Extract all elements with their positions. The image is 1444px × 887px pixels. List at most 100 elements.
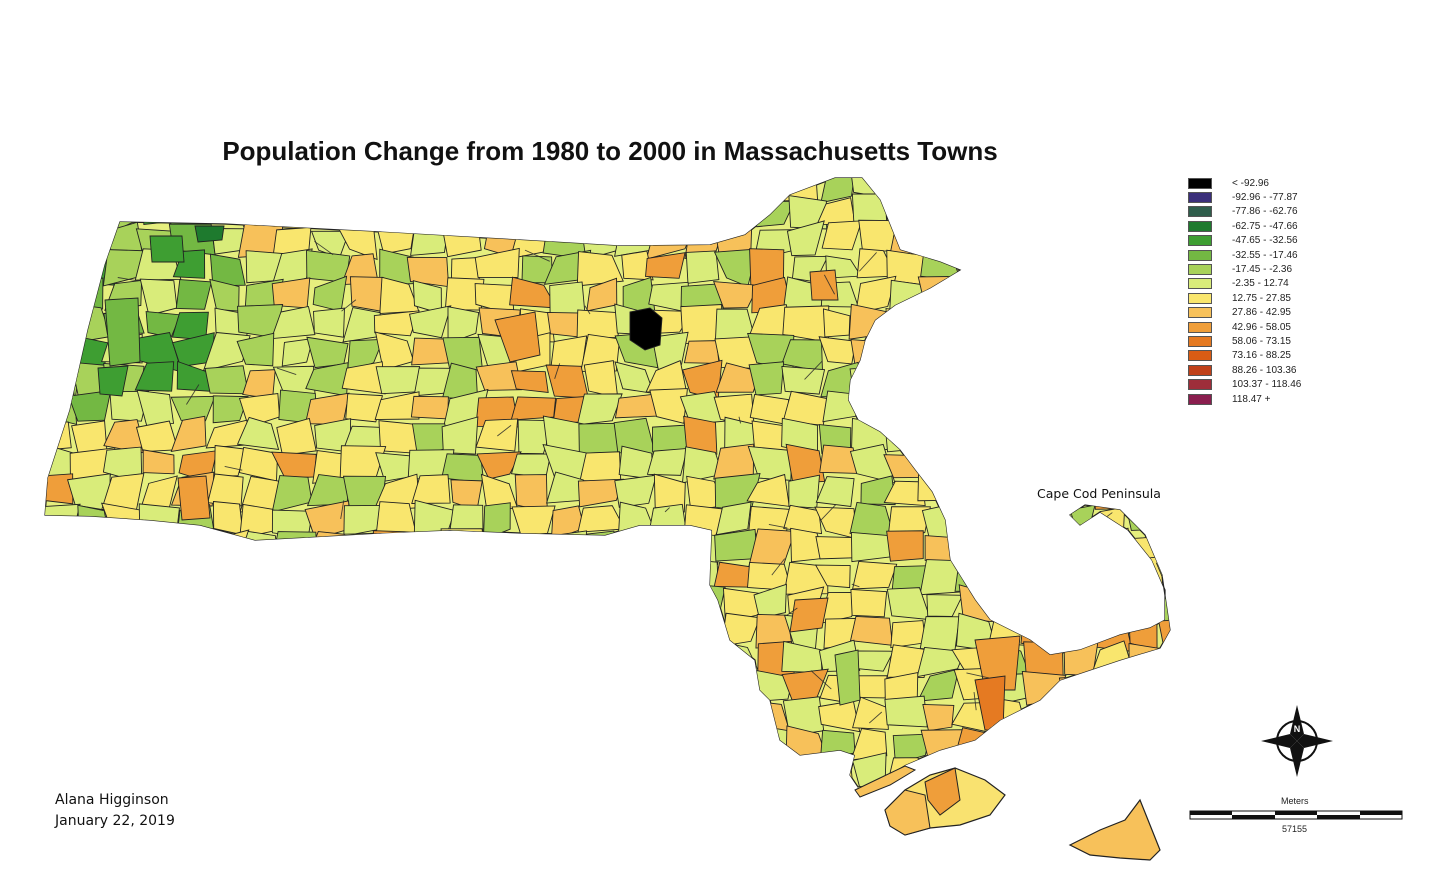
- town-polygon: [203, 529, 250, 566]
- town-polygon: [276, 417, 317, 456]
- scale-value: 57155: [1282, 824, 1308, 834]
- boundary-line: [340, 500, 345, 520]
- town-green: [104, 297, 141, 367]
- town-polygon: [104, 669, 148, 705]
- town-polygon: [408, 178, 454, 196]
- town-polygon: [440, 562, 481, 594]
- town-polygon: [204, 725, 252, 760]
- town-polygon: [270, 305, 316, 340]
- town-polygon: [748, 361, 785, 396]
- town-polygon: [274, 701, 316, 735]
- town-polygon: [989, 450, 1033, 484]
- town-polygon: [509, 535, 549, 567]
- town-polygon: [1020, 562, 1060, 588]
- boundary-line: [966, 672, 990, 679]
- town-polygon: [986, 247, 1026, 287]
- town-polygon: [1157, 500, 1170, 536]
- town-polygon: [615, 584, 650, 618]
- nantucket: [1068, 798, 1161, 861]
- town-polygon: [577, 178, 615, 200]
- town-polygon: [45, 533, 73, 569]
- town-polygon: [441, 178, 488, 195]
- town-polygon: [105, 586, 145, 617]
- town-polygon: [1092, 339, 1135, 372]
- town-polygon: [885, 388, 920, 426]
- town-polygon: [170, 415, 207, 453]
- boundary-line: [524, 249, 550, 262]
- town-polygon: [1063, 194, 1097, 224]
- legend-label: 42.96 - 58.05: [1232, 321, 1291, 333]
- town-polygon: [651, 331, 689, 371]
- town-polygon: [442, 699, 484, 735]
- town-polygon: [615, 527, 652, 561]
- town-polygon: [444, 751, 480, 785]
- boundary-line: [497, 424, 512, 437]
- town-polygon: [137, 752, 183, 788]
- town-polygon: [239, 617, 282, 650]
- town-polygon: [751, 785, 796, 790]
- town-polygon: [1120, 394, 1169, 428]
- boundary-line: [341, 299, 357, 312]
- town-polygon: [511, 505, 556, 536]
- town-polygon: [479, 589, 524, 624]
- author-block: Alana Higginson January 22, 2019: [55, 790, 175, 832]
- town-polygon: [373, 310, 420, 337]
- town-polygon: [579, 705, 624, 731]
- town-polygon: [651, 528, 693, 560]
- town-polygon: [646, 447, 688, 476]
- town-polygon: [69, 220, 116, 250]
- map-title: Population Change from 1980 to 2000 in M…: [222, 136, 998, 166]
- town-polygon: [852, 696, 889, 730]
- town-polygon: [957, 178, 999, 203]
- town-polygon: [916, 668, 960, 702]
- town-polygon: [786, 220, 825, 257]
- town-polygon: [475, 418, 519, 452]
- town-polygon: [683, 340, 720, 364]
- town-polygon: [1054, 454, 1100, 483]
- town-polygon: [712, 281, 760, 309]
- boundary-line: [247, 158, 264, 174]
- town-polygon: [987, 472, 1021, 510]
- town-polygon: [1094, 312, 1136, 342]
- town-polygon: [819, 782, 852, 790]
- town-polygon: [135, 534, 182, 566]
- town-polygon: [1022, 369, 1065, 396]
- boundary-line: [254, 608, 259, 623]
- town-polygon: [474, 675, 517, 708]
- legend-swatch: [1188, 177, 1212, 189]
- town-polygon: [45, 639, 75, 673]
- legend-label: -77.86 - -62.76: [1232, 206, 1298, 218]
- town-polygon: [67, 644, 104, 676]
- town-polygon: [243, 705, 280, 730]
- town-polygon: [614, 474, 657, 508]
- boundary-line: [647, 620, 661, 634]
- town-polygon: [45, 193, 75, 227]
- town-polygon: [1091, 527, 1133, 569]
- town-polygon: [680, 727, 726, 759]
- town-polygon: [1156, 589, 1170, 624]
- town-polygon: [954, 223, 998, 259]
- town-polygon: [311, 667, 351, 703]
- town-polygon: [1130, 702, 1167, 734]
- town-polygon: [1022, 499, 1067, 539]
- town-polygon: [411, 474, 451, 504]
- town-polygon: [109, 700, 147, 726]
- legend-label: 88.26 - 103.36: [1232, 364, 1297, 376]
- boundary-line: [820, 504, 837, 521]
- boundary-line: [93, 606, 116, 614]
- legend-label: 103.37 - 118.46: [1232, 379, 1302, 391]
- town-polygon: [66, 726, 103, 761]
- town-polygon: [923, 337, 965, 367]
- town-polygon: [383, 724, 412, 761]
- boundary-line: [804, 360, 823, 380]
- town-polygon: [483, 696, 519, 732]
- town-polygon: [45, 250, 79, 286]
- town-polygon: [685, 783, 726, 790]
- town-polygon: [514, 728, 555, 763]
- town-polygon: [683, 415, 718, 455]
- town-polygon: [885, 178, 926, 198]
- town-polygon: [918, 178, 964, 196]
- town-polygon: [957, 192, 995, 230]
- boundary-line: [973, 692, 977, 711]
- town-polygon: [713, 178, 760, 202]
